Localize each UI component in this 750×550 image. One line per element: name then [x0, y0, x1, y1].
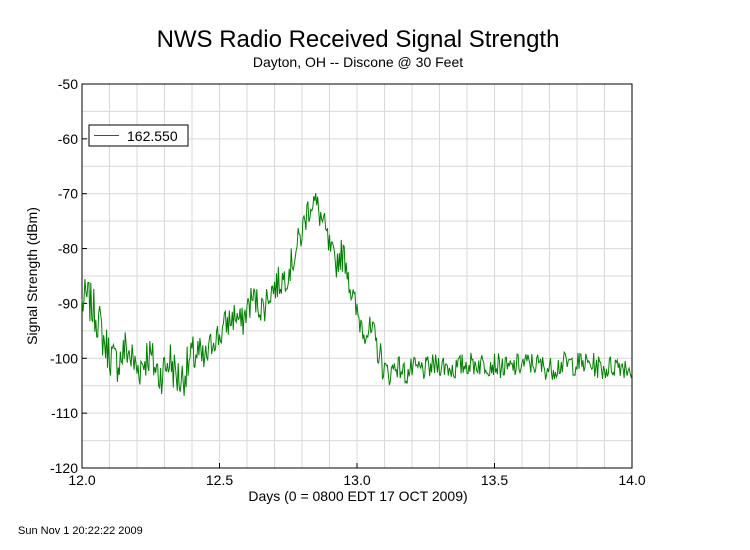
y-tick-label: -110 — [51, 405, 78, 421]
footer-timestamp: Sun Nov 1 20:22:22 2009 — [18, 525, 143, 537]
grid-lines — [81, 83, 633, 469]
y-tick-label: -80 — [58, 241, 78, 257]
y-tick-label: -90 — [58, 295, 78, 311]
y-axis-label: Signal Strength (dBm) — [24, 207, 40, 345]
y-tick-label: -100 — [50, 350, 78, 366]
x-tick-label: 13.5 — [481, 472, 508, 488]
series-group — [81, 192, 633, 396]
chart-title: NWS Radio Received Signal Strength — [157, 26, 560, 53]
y-tick-label: -50 — [58, 76, 78, 92]
x-tick-label: 12.0 — [68, 472, 95, 488]
series-line-162-550 — [81, 192, 633, 396]
y-tick-label: -70 — [58, 186, 78, 202]
x-axis-label: Days (0 = 0800 EDT 17 OCT 2009) — [248, 488, 467, 504]
legend-box — [88, 124, 189, 147]
y-tick-label: -120 — [50, 460, 78, 476]
x-tick-label: 14.0 — [618, 472, 645, 488]
y-tick-label: -60 — [58, 131, 78, 147]
x-tick-label: 13.0 — [343, 472, 370, 488]
legend: 162.550 — [88, 124, 189, 147]
axis-ticks: 12.0 12.5 13.0 13.5 14.0 -50 -60 -70 -80 -90 -100 -… — [50, 76, 646, 488]
legend-label-162-550: 162.550 — [127, 128, 178, 144]
chart-subtitle: Dayton, OH -- Discone @ 30 Feet — [253, 54, 463, 70]
x-tick-label: 12.5 — [206, 472, 233, 488]
